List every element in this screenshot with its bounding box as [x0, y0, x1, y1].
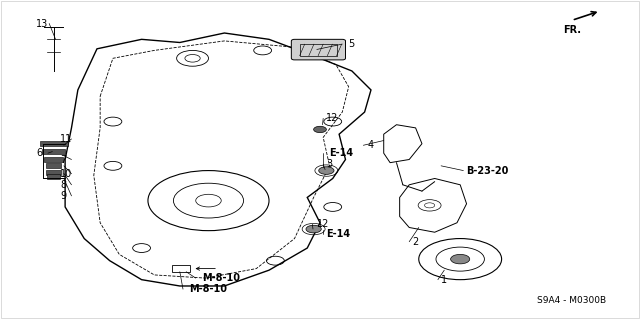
Text: 4: 4	[368, 140, 374, 150]
FancyBboxPatch shape	[291, 39, 346, 60]
Text: 9: 9	[60, 191, 66, 201]
Text: M-8-10: M-8-10	[189, 284, 227, 294]
Bar	[46, 163, 61, 168]
Text: 12: 12	[317, 219, 329, 229]
Text: 12: 12	[326, 113, 339, 123]
Bar	[172, 265, 190, 272]
Text: 2: 2	[412, 237, 419, 247]
Text: E-14: E-14	[326, 229, 351, 239]
Text: B-23-20: B-23-20	[467, 166, 509, 175]
Bar	[40, 141, 68, 146]
Text: 6: 6	[36, 148, 43, 158]
Bar	[46, 170, 61, 175]
Text: 10: 10	[60, 169, 72, 179]
Text: 1: 1	[441, 275, 447, 285]
Text: 11: 11	[60, 134, 72, 144]
Text: S9A4 - M0300B: S9A4 - M0300B	[537, 296, 606, 305]
Text: 13: 13	[36, 19, 49, 28]
Text: M-8-10: M-8-10	[202, 273, 240, 283]
Text: 8: 8	[60, 180, 66, 190]
Text: 5: 5	[349, 39, 355, 49]
Bar	[47, 174, 60, 179]
Bar	[44, 157, 63, 162]
Circle shape	[306, 225, 321, 233]
Circle shape	[319, 167, 334, 174]
Bar	[300, 44, 337, 56]
Bar	[42, 149, 65, 154]
Text: 3: 3	[326, 159, 333, 169]
Text: FR.: FR.	[563, 25, 580, 35]
Text: 7: 7	[60, 154, 67, 165]
Text: E-14: E-14	[330, 148, 354, 158]
Circle shape	[451, 254, 470, 264]
Circle shape	[314, 126, 326, 133]
